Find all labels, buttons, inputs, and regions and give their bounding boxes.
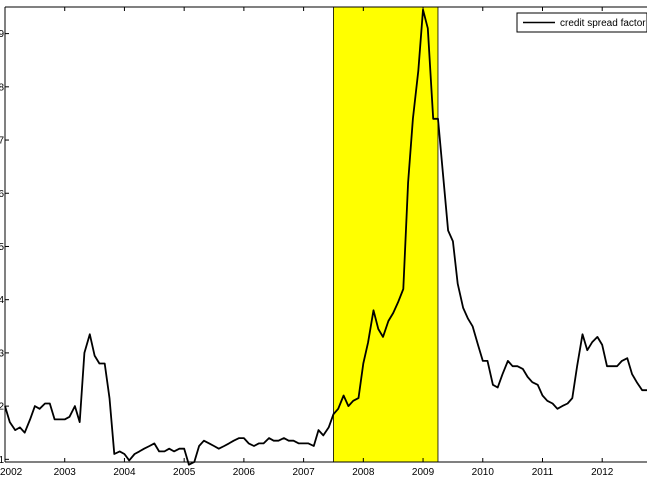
legend-label: credit spread factor (560, 18, 646, 29)
y-tick-label: 9 (0, 29, 4, 40)
y-tick-label: 2 (0, 402, 4, 413)
legend: credit spread factor (516, 12, 647, 33)
x-tick-label: 2007 (292, 467, 315, 478)
x-tick-label: 2012 (591, 467, 614, 478)
y-tick-label: 6 (0, 189, 4, 200)
series-layer (4, 8, 647, 466)
series-line-0 (4, 8, 647, 466)
x-tick-label: 2003 (54, 467, 77, 478)
y-tick-label: 4 (0, 295, 4, 306)
x-tick-label: 2008 (352, 467, 375, 478)
x-tick-label: 2009 (412, 467, 435, 478)
x-tick-label: 2004 (113, 467, 136, 478)
shaded-region (333, 6, 439, 463)
x-tick-label: 2002 (0, 467, 23, 478)
y-tick-label: 1 (0, 455, 4, 466)
shade-layer (333, 6, 439, 463)
y-tick-label: 3 (0, 348, 4, 359)
x-tick-label: 2011 (532, 467, 554, 478)
x-tick-label: 2005 (173, 467, 196, 478)
x-tick-label: 2010 (472, 467, 495, 478)
x-tick-label: 2006 (233, 467, 256, 478)
y-tick-label: 7 (0, 136, 4, 147)
y-tick-label: 8 (0, 82, 4, 93)
axes-layer: 2002 2003 2004 2005 2006 2007 2008 2009 2010 2011… (0, 6, 647, 478)
y-tick-label: 5 (0, 242, 4, 253)
legend-box (516, 12, 647, 33)
